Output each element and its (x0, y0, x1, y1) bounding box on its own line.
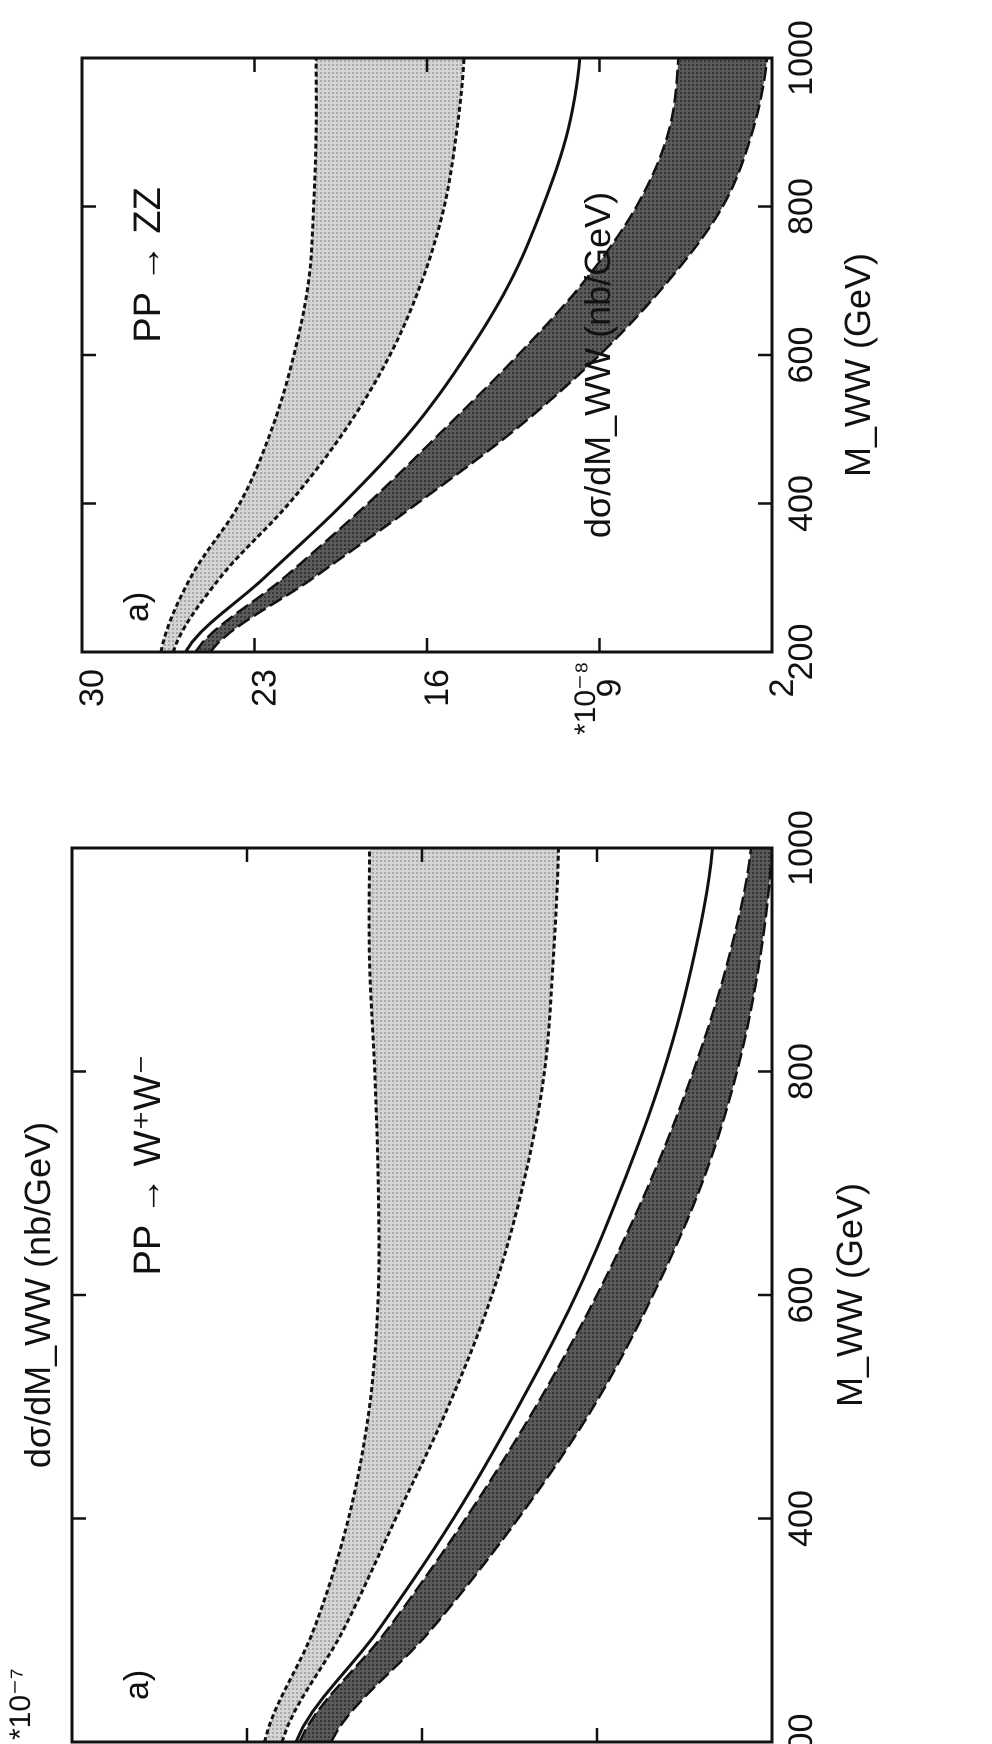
panel-ww: 200 400 600 800 100012345 dσ/dM_WW (nb/GeV) … (4, 810, 870, 1744)
x-tick-label: 400 (782, 475, 820, 532)
x-axis: 200 400 600 800 1000 (72, 810, 820, 1744)
y-tick-label: 23 (245, 669, 283, 707)
y-axis: 12345 (70, 848, 774, 1742)
ww-xlabel: M_WW (GeV) (829, 1183, 870, 1407)
zz-panel-tag: a) (118, 592, 156, 622)
panel-zz: 200 400 600 800 1000 2 9 16 23 30 dσ/dM_WW (nb/Ge… (73, 20, 878, 735)
solid-curve-1 (184, 58, 582, 652)
data-marks (263, 848, 772, 1742)
y-tick-label: 9 (590, 679, 628, 698)
plot-area (263, 848, 772, 1742)
ww-process-label: PP → W⁺W⁻ (127, 1055, 169, 1276)
y-axis: 2 9 16 23 30 (73, 58, 801, 707)
band-upper-edge (298, 848, 753, 1742)
solid-curve-0 (294, 848, 714, 1742)
y-tick-label: 2 (763, 679, 801, 698)
dark-band-1 (195, 58, 768, 652)
x-tick-label: 600 (782, 327, 820, 384)
zz-process-label: PP → ZZ (127, 187, 169, 343)
y-tick-label: 30 (73, 669, 111, 707)
plot-area (159, 58, 769, 652)
plot-ww: 200 400 600 800 100012345 (70, 810, 820, 1744)
light-band-1 (160, 58, 464, 652)
x-axis: 200 400 600 800 1000 (82, 20, 820, 680)
x-tick-label: 800 (782, 178, 820, 235)
band-upper-edge (263, 848, 381, 1742)
axes-ww-text: dσ/dM_WW (nb/GeV) M_WW (GeV) *10⁻⁷ a) PP… (4, 1055, 870, 1740)
plot-zz: 200 400 600 800 1000 2 9 16 23 30 (73, 20, 820, 707)
ww-scale-label: *10⁻⁷ (4, 1668, 37, 1740)
band-lower-edge (280, 848, 560, 1742)
zz-xlabel: M_WW (GeV) (837, 253, 878, 477)
band-upper-edge (159, 58, 318, 652)
data-marks (159, 58, 769, 652)
x-tick-label: 600 (782, 1267, 820, 1324)
x-tick-label: 1000 (782, 20, 820, 96)
ww-panel-tag: a) (118, 1670, 156, 1700)
band-upper-edge (194, 58, 680, 652)
x-tick-label: 1000 (782, 810, 820, 886)
ww-ylabel: dσ/dM_WW (nb/GeV) (17, 1122, 58, 1468)
x-tick-label: 200 (782, 624, 820, 681)
x-tick-label: 400 (782, 1490, 820, 1547)
y-tick-label: 16 (418, 669, 456, 707)
band-lower-edge (171, 58, 466, 652)
axes-zz-text: dσ/dM_WW (nb/GeV) M_WW (GeV) *10⁻⁸ a) PP… (118, 187, 878, 735)
band-lower-edge (329, 848, 772, 1742)
x-tick-label: 800 (782, 1043, 820, 1100)
x-tick-label: 200 (782, 1714, 820, 1744)
light-band-0 (264, 848, 559, 1742)
zz-scale-label: *10⁻⁸ (569, 661, 602, 735)
zz-ylabel: dσ/dM_WW (nb/GeV) (577, 192, 618, 538)
